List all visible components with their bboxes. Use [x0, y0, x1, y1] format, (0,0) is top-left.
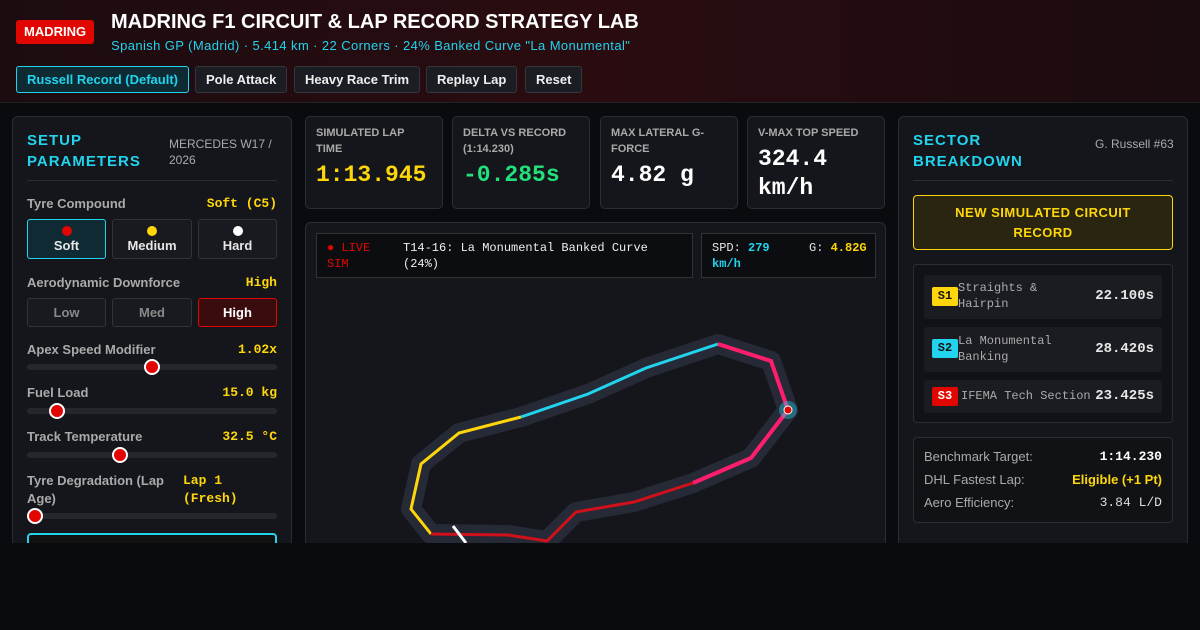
tyre-option[interactable]: Medium	[112, 219, 192, 259]
live-label: ● LIVE SIM	[327, 241, 371, 271]
slider[interactable]	[27, 447, 277, 463]
stat-value: 3.84 L/D	[1099, 495, 1162, 510]
track-outline	[401, 334, 798, 543]
car-label: MERCEDES W17 / 2026	[169, 137, 272, 167]
field-label: Aerodynamic Downforce	[27, 275, 181, 290]
telemetry-box: SPD: 279 km/h G: 4.82G	[701, 233, 876, 278]
corner-label: T14-16: La Monumental Banked Curve (24%)	[403, 241, 648, 271]
preset-button[interactable]: Heavy Race Trim	[294, 66, 421, 93]
sector-tag: S2	[932, 339, 958, 358]
map-panel: ● LIVE SIM T14-16: La Monumental Banked …	[305, 222, 886, 543]
sector-row: S1 Straights & Hairpin 22.100s	[924, 275, 1162, 319]
sector-1-line	[409, 415, 522, 535]
sector-2-line	[520, 342, 719, 419]
divider	[913, 180, 1173, 181]
metric-value: -0.285s	[463, 162, 560, 188]
driver-label: G. Russell #63	[1095, 137, 1174, 151]
field-value: 1.02x	[237, 342, 277, 357]
metric-label: DELTA VS RECORD (1:14.230)	[463, 127, 567, 155]
sector-row: S2 La Monumental Banking 28.420s	[924, 327, 1162, 372]
subtitle: Spanish GP (Madrid) · 5.414 km · 22 Corn…	[111, 38, 631, 53]
field-value: Lap 1 (Fresh)	[183, 473, 238, 506]
slider-knob[interactable]	[26, 508, 43, 524]
field-label: Tyre Degradation (Lap Age)	[27, 473, 165, 506]
field-label: Fuel Load	[27, 385, 89, 400]
title: MADRING F1 CIRCUIT & LAP RECORD STRATEGY…	[111, 11, 639, 33]
slider[interactable]	[27, 403, 277, 419]
preset-button[interactable]: Russell Record (Default)	[16, 66, 189, 93]
metric-value: 1:13.945	[316, 162, 427, 188]
divider	[27, 180, 277, 181]
slider-knob[interactable]	[111, 447, 128, 463]
option-label: Hard	[222, 238, 253, 253]
metric-card: MAX LATERAL G-FORCE 4.82 g	[600, 116, 738, 209]
tyre-option[interactable]: Soft	[27, 219, 106, 259]
speed-label: SPD:	[712, 241, 741, 255]
stat-value: 1:14.230	[1099, 449, 1162, 464]
stat-label: DHL Fastest Lap:	[924, 472, 1025, 487]
metric-card: V-MAX TOP SPEED 324.4 km/h	[747, 116, 885, 209]
sector-time: 23.425s	[1095, 388, 1154, 404]
header: MADRING MADRING F1 CIRCUIT & LAP RECORD …	[0, 0, 1200, 103]
field-value: High	[245, 275, 277, 290]
g-label: G:	[809, 241, 824, 255]
slider-knob[interactable]	[144, 359, 160, 375]
metric-label: SIMULATED LAP TIME	[316, 127, 405, 155]
action-button[interactable]	[27, 533, 277, 543]
stat-label: Benchmark Target:	[924, 449, 1033, 464]
panel-title: SETUP PARAMETERS	[27, 132, 141, 170]
speed-value: 279 km/h	[712, 241, 770, 271]
slider[interactable]	[27, 359, 277, 375]
metric-card: DELTA VS RECORD (1:14.230) -0.285s	[452, 116, 590, 209]
metric-value: 324.4 km/h	[758, 146, 828, 201]
slider[interactable]	[26, 508, 277, 524]
car-dot	[783, 405, 793, 415]
stat-value: Eligible (+1 Pt)	[1072, 472, 1162, 487]
sector-time: 28.420s	[1095, 341, 1154, 357]
metric-label: V-MAX TOP SPEED	[758, 127, 859, 139]
live-box: ● LIVE SIM T14-16: La Monumental Banked …	[316, 233, 693, 278]
slider-knob[interactable]	[49, 403, 65, 419]
sector-row: S3 IFEMA Tech Section 23.425s	[924, 380, 1162, 413]
field-value: 32.5 °C	[222, 429, 277, 444]
sector-name: Straights & Hairpin	[958, 281, 1038, 311]
record-banner: NEW SIMULATED CIRCUIT RECORD	[913, 195, 1173, 250]
g-value: 4.82G	[830, 241, 867, 255]
preset-button[interactable]: Pole Attack	[195, 66, 288, 93]
start-line	[451, 525, 468, 543]
aero-option[interactable]: Med	[112, 298, 192, 327]
sector-tag: S3	[932, 387, 958, 406]
field-label: Apex Speed Modifier	[27, 342, 156, 357]
aero-option[interactable]: Low	[27, 298, 106, 327]
sector-name: La Monumental Banking	[958, 334, 1052, 364]
panel-title: SECTOR BREAKDOWN	[913, 132, 1023, 170]
sector-3-line	[430, 481, 694, 543]
metric-label: MAX LATERAL G-FORCE	[611, 127, 705, 155]
sector-tag: S1	[932, 287, 958, 306]
sector-name: IFEMA Tech Section	[961, 389, 1091, 403]
field-value: 15.0 kg	[222, 385, 277, 400]
stat-label: Aero Efficiency:	[924, 495, 1015, 510]
field-value: Soft (C5)	[206, 196, 277, 211]
preset-button[interactable]: Reset	[525, 66, 583, 93]
aero-option[interactable]: High	[198, 298, 277, 327]
option-label: Soft	[53, 238, 80, 253]
metric-card: SIMULATED LAP TIME 1:13.945	[305, 116, 443, 209]
metric-value: 4.82 g	[611, 162, 694, 188]
track-map	[401, 334, 798, 543]
tyre-option[interactable]: Hard	[198, 219, 277, 259]
field-label: Tyre Compound	[27, 196, 126, 211]
sector-list: S1 Straights & Hairpin 22.100s S2 La Monume…	[913, 264, 1173, 423]
sector-time: 22.100s	[1095, 288, 1154, 304]
stats-box: Benchmark Target: 1:14.230 DHL Fastest La…	[913, 437, 1173, 523]
preset-button[interactable]: Replay Lap	[426, 66, 518, 93]
badge: MADRING	[16, 20, 95, 44]
app: MADRING MADRING F1 CIRCUIT & LAP RECORD …	[0, 0, 1200, 543]
option-label: Medium	[127, 238, 177, 253]
setup-panel	[12, 116, 292, 543]
field-label: Track Temperature	[27, 429, 143, 444]
